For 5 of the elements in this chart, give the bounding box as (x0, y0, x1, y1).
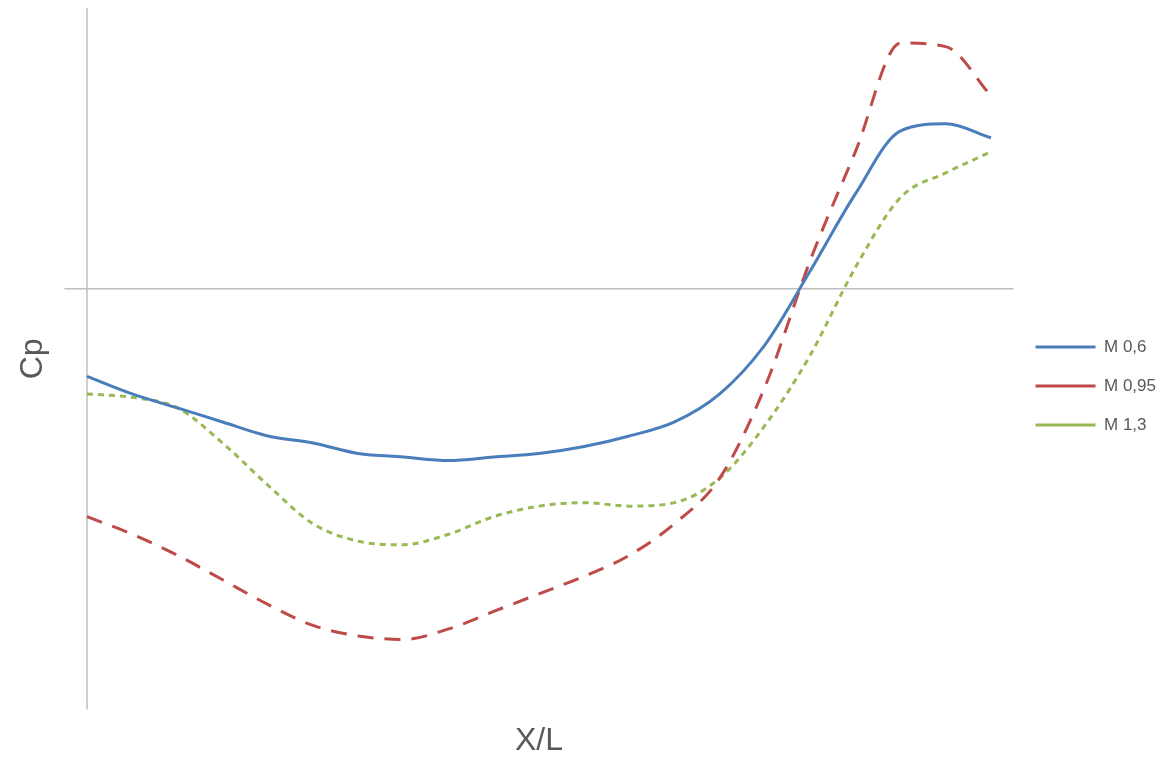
x-axis-title: X/L (514, 720, 563, 757)
legend-label: M 0,6 (1104, 336, 1147, 356)
y-axis-title: Cp (13, 338, 50, 380)
legend-label: M 1,3 (1104, 414, 1147, 434)
legend-label: M 0,95 (1104, 375, 1157, 395)
